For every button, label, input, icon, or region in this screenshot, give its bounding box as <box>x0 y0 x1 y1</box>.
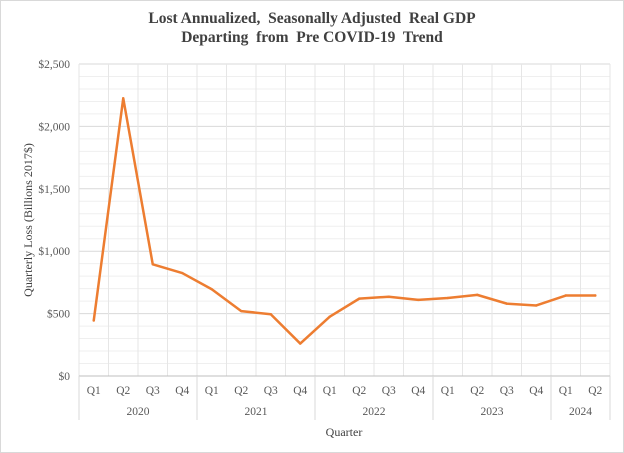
x-tick-label: Q4 <box>411 385 425 397</box>
data-point <box>505 302 508 305</box>
data-point <box>446 296 449 300</box>
data-point <box>92 319 95 322</box>
y-tick-label: $1,000 <box>38 245 70 258</box>
x-tick-label: Q2 <box>588 385 602 397</box>
data-point <box>210 288 213 291</box>
y-tick-label: $0 <box>59 370 71 383</box>
y-tick-label: $2,500 <box>38 58 70 71</box>
x-tick-label: Q2 <box>352 385 366 397</box>
x-tick-label: Q3 <box>264 385 278 397</box>
y-tick-label: $2,000 <box>38 120 70 133</box>
data-point <box>594 294 597 297</box>
x-axis-title: Quarter <box>326 425 363 439</box>
data-point <box>269 313 272 316</box>
x-tick-label: Q1 <box>323 385 337 397</box>
x-tick-label: Q1 <box>441 385 455 397</box>
chart-title: Lost Annualized, Seasonally Adjusted Rea… <box>0 9 624 47</box>
y-tick-label: $500 <box>47 308 70 321</box>
chart-title-line-1: Lost Annualized, Seasonally Adjusted Rea… <box>148 10 476 27</box>
data-point <box>181 271 184 275</box>
year-label: 2023 <box>481 406 504 418</box>
chart-title-line-2: Departing from Pre COVID-19 Trend <box>181 29 443 46</box>
x-tick-label: Q3 <box>146 385 160 397</box>
x-tick-label: Q2 <box>116 385 130 397</box>
data-point <box>535 304 538 307</box>
x-tick-label: Q1 <box>205 385 219 397</box>
x-tick-label: Q3 <box>500 385 514 397</box>
year-label: 2020 <box>127 406 150 418</box>
x-tick-label: Q2 <box>234 385 248 397</box>
data-series <box>92 97 597 345</box>
x-tick-label: Q3 <box>382 385 396 397</box>
series-line <box>92 97 597 345</box>
x-tick-label: Q2 <box>470 385 484 397</box>
year-label: 2022 <box>363 406 386 418</box>
data-point <box>122 97 125 100</box>
data-point <box>328 315 331 318</box>
x-tick-label: Q4 <box>529 385 543 397</box>
y-tick-label: $1,500 <box>38 183 70 196</box>
data-point <box>476 293 479 297</box>
y-axis-tick-labels: $0 $500 $1,000 $1,500 $2,000 $2,500 <box>38 58 70 383</box>
data-point <box>240 309 243 313</box>
x-tick-label: Q4 <box>175 385 189 397</box>
gridlines <box>78 63 611 377</box>
data-point <box>151 263 154 266</box>
x-tick-label: Q4 <box>293 385 307 397</box>
data-point <box>358 297 361 300</box>
year-label: 2024 <box>569 406 592 418</box>
x-axis: Q1 Q2 Q3 Q4 Q1 Q2 Q3 Q4 Q1 Q2 Q3 Q4 Q1 Q2 Q3 Q4 Q1 Q2 2020… <box>78 375 611 420</box>
x-tick-label: Q1 <box>87 385 101 397</box>
data-point <box>564 294 567 297</box>
x-tick-label: Q1 <box>559 385 573 397</box>
year-label: 2021 <box>245 406 268 418</box>
y-axis-title: Quarterly Loss (Billions 2017$) <box>21 143 35 297</box>
data-point <box>417 298 420 302</box>
data-point <box>387 295 390 298</box>
data-point <box>299 342 302 345</box>
